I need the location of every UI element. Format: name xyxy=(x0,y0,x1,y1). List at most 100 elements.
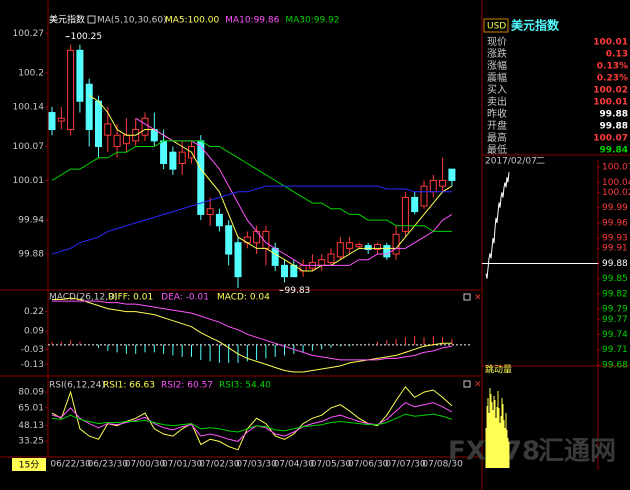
legend-entry: MA30:99.92 xyxy=(285,16,339,26)
legend-entry: MACD: 0.04 xyxy=(217,293,270,303)
candle-body xyxy=(411,196,419,213)
y-tick-label: 99.99 xyxy=(602,203,628,213)
y-tick-label: 99.71 xyxy=(602,345,628,355)
macd-title: MACD(26,12,9) xyxy=(49,293,117,303)
candle-body xyxy=(178,151,186,164)
quote-label: 涨幅 xyxy=(487,59,507,72)
x-tick-label: 07/08/30 xyxy=(422,460,463,470)
quote-value: 0.13 xyxy=(606,50,628,60)
maximize-button[interactable] xyxy=(463,380,471,388)
candle-body xyxy=(206,208,214,215)
quote-label: 最高 xyxy=(487,131,507,144)
quote-name: 美元指数 xyxy=(511,18,560,33)
ma-line xyxy=(51,185,452,255)
y-tick-label: 99.82 xyxy=(602,289,628,299)
y-tick-label: 99.85 xyxy=(602,274,628,284)
period-box[interactable] xyxy=(12,458,46,471)
candle-body xyxy=(253,230,261,244)
legend-entry: RSI2: 60.57 xyxy=(161,381,213,391)
y-tick-label: 100.14 xyxy=(13,102,45,112)
y-tick-label: 100.04 xyxy=(602,178,630,188)
quote-label: 现价 xyxy=(487,36,507,48)
y-tick-label: 0.09 xyxy=(24,327,44,337)
rsi-line xyxy=(51,413,453,433)
candle-body xyxy=(122,134,130,145)
y-tick-label: 100.01 xyxy=(13,176,45,186)
x-tick-label: 07/02/30 xyxy=(199,460,240,470)
quote-value: 100.07 xyxy=(593,134,628,144)
y-tick-label: 99.68 xyxy=(602,360,628,370)
y-tick-label: 48.13 xyxy=(18,421,44,431)
quote-label: 卖出 xyxy=(487,95,507,108)
legend-entry: MA10:99.86 xyxy=(225,16,279,26)
quote-code: USD xyxy=(487,22,506,32)
candle-body xyxy=(327,253,335,264)
legend-entry: RSI3: 54.40 xyxy=(219,381,271,391)
quote-label: 最低 xyxy=(487,143,507,156)
legend-entry: DIFF: 0.01 xyxy=(108,293,153,303)
close-button[interactable]: × xyxy=(474,293,482,303)
intraday-date: 2017/02/07 xyxy=(485,157,537,167)
maximize-button[interactable] xyxy=(463,293,471,301)
quote-value: 99.88 xyxy=(600,122,628,132)
candle-body xyxy=(225,225,233,255)
candle-body xyxy=(48,112,56,131)
intraday-line xyxy=(485,172,510,279)
candle-body xyxy=(439,179,447,187)
candle-body xyxy=(141,117,149,136)
quote-label: 震幅 xyxy=(487,71,507,84)
x-tick-label: 06/23/30 xyxy=(88,460,129,470)
candle-body xyxy=(215,213,223,227)
indicator-params: MA(5,10,30,60) xyxy=(97,16,167,26)
quote-value: 100.01 xyxy=(593,98,628,108)
quote-value: 0.13% xyxy=(597,62,628,72)
candle-body xyxy=(355,243,363,248)
candle-body xyxy=(383,245,391,258)
candle-body xyxy=(401,196,409,232)
param-icon[interactable] xyxy=(87,15,96,24)
y-tick-label: 80.09 xyxy=(18,388,44,398)
quote-label: 开盘 xyxy=(487,119,507,132)
rsi-line xyxy=(51,386,453,451)
quote-label: 涨跌 xyxy=(487,47,507,60)
candle-body xyxy=(281,264,288,278)
volume-label: 跳动量 xyxy=(485,364,512,376)
candle-body xyxy=(336,242,344,258)
x-tick-label: 07/04/30 xyxy=(274,460,315,470)
candle-body xyxy=(346,242,354,249)
candle-body xyxy=(113,134,121,148)
candle-body xyxy=(234,242,242,278)
x-tick-label: 06/22/30 xyxy=(50,460,91,470)
quote-value: 100.02 xyxy=(593,86,628,96)
candle-body xyxy=(57,117,65,122)
quote-label: 昨收 xyxy=(487,107,507,120)
intraday-weekday: 二 xyxy=(536,157,545,167)
y-tick-label: 100.02 xyxy=(602,188,630,198)
x-tick-label: 07/01/30 xyxy=(162,460,203,470)
x-tick-label: 07/06/30 xyxy=(348,460,389,470)
y-tick-label: 99.74 xyxy=(602,330,628,340)
y-tick-label: 100.07 xyxy=(602,163,630,173)
quote-label: 买入 xyxy=(487,84,507,96)
candle-body xyxy=(271,247,279,266)
y-tick-label: 99.88 xyxy=(602,259,628,269)
legend-entry: DEA: -0.01 xyxy=(161,293,209,303)
quote-value: 0.23% xyxy=(597,74,628,84)
period-label[interactable]: 15分 xyxy=(19,460,39,471)
candle-body xyxy=(104,123,112,136)
rsi-line xyxy=(51,402,453,442)
close-button[interactable]: × xyxy=(474,380,482,390)
y-tick-label: 33.25 xyxy=(18,437,44,447)
y-tick-label: 99.94 xyxy=(18,216,44,226)
candle-body xyxy=(364,245,372,251)
candle-body xyxy=(76,49,84,102)
quote-value: 100.01 xyxy=(593,38,628,48)
main-title: 美元指数 xyxy=(49,14,85,26)
legend-entry: RSI1: 66.63 xyxy=(103,381,155,391)
candle-body xyxy=(67,49,75,131)
candle-body xyxy=(429,179,437,193)
candle-body xyxy=(85,83,93,131)
x-tick-label: 07/03/30 xyxy=(236,460,277,470)
y-tick-label: 99.91 xyxy=(602,244,628,254)
legend-entry: MA5:100.00 xyxy=(165,16,219,26)
